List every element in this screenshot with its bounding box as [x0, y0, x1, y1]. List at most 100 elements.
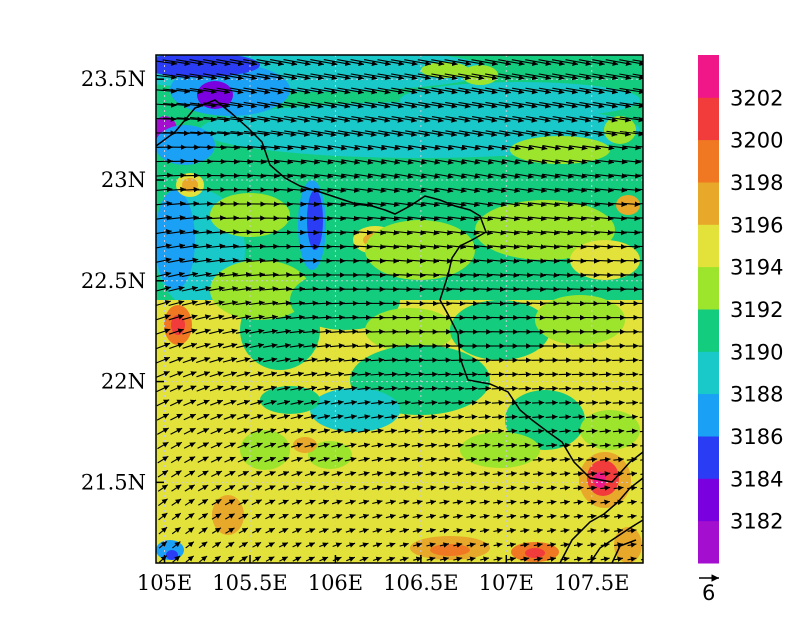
colorbar-label: 3194	[730, 256, 783, 280]
wind-arrow	[626, 442, 638, 449]
wind-arrow	[475, 145, 494, 151]
wind-arrow	[278, 499, 289, 505]
wind-arrow	[341, 144, 361, 151]
wind-arrow	[583, 244, 600, 250]
wind-arrow	[637, 231, 643, 233]
wind-arrow	[557, 272, 573, 278]
contour-patch	[156, 55, 260, 77]
wind-arrow	[316, 371, 331, 377]
contour-patch	[525, 548, 545, 558]
wind-arrow	[230, 131, 257, 137]
wind-arrow	[358, 456, 370, 463]
wind-arrow	[516, 229, 533, 236]
wind-arrow	[552, 73, 578, 81]
wind-arrow	[476, 258, 493, 264]
wind-arrow	[449, 258, 466, 264]
wind-arrow	[570, 258, 587, 264]
wind-arrow	[193, 201, 213, 207]
wind-arrow	[377, 73, 405, 81]
wind-arrow	[586, 471, 597, 477]
wind-arrow	[570, 229, 587, 236]
wind-arrow	[488, 145, 508, 151]
wind-arrow	[412, 499, 423, 505]
wind-arrow	[623, 159, 641, 165]
wind-arrow	[545, 414, 558, 420]
wind-arrow	[479, 485, 490, 491]
wind-arrow	[449, 244, 466, 250]
wind-arrow	[411, 399, 424, 406]
wind-arrow	[436, 230, 453, 236]
wind-arrow	[542, 187, 561, 193]
wind-arrow	[623, 173, 641, 179]
wind-arrow	[209, 357, 224, 363]
wind-arrow	[396, 258, 413, 264]
wind-arrow	[461, 145, 481, 151]
wind-arrow	[411, 442, 424, 449]
wind-arrow	[597, 272, 613, 278]
wind-arrow	[462, 215, 480, 222]
wind-arrow	[370, 399, 384, 406]
wind-arrow	[463, 286, 479, 293]
wind-arrow	[274, 187, 293, 193]
wind-arrow	[570, 286, 586, 293]
wind-arrow	[599, 442, 611, 449]
wind-arrow	[425, 485, 437, 491]
wind-arrow	[331, 471, 343, 477]
wind-arrow	[619, 87, 643, 95]
wind-arrow	[623, 229, 641, 236]
wind-arrow	[196, 371, 211, 378]
wind-arrow	[612, 371, 625, 378]
wind-arrow	[301, 201, 320, 208]
wind-arrow	[384, 428, 397, 434]
wind-arrow	[382, 258, 399, 264]
wind-arrow	[357, 428, 371, 434]
wind-arrow	[518, 400, 531, 406]
wind-arrow	[328, 187, 347, 193]
wind-arrow	[223, 399, 237, 406]
wind-arrow	[304, 471, 316, 477]
wind-arrow	[503, 229, 520, 236]
wind-arrow	[479, 471, 490, 477]
wind-arrow	[337, 101, 364, 109]
wind-arrow	[328, 229, 346, 236]
wind-arrow	[224, 470, 236, 477]
wind-arrow	[371, 485, 383, 491]
wind-arrow	[181, 271, 199, 278]
wind-arrow	[234, 243, 253, 250]
wind-arrow	[209, 385, 224, 392]
wind-arrow	[385, 485, 397, 491]
wind-arrow	[565, 59, 592, 67]
wind-arrow	[395, 173, 414, 179]
wind-arrow	[243, 87, 271, 95]
wind-arrow	[471, 87, 498, 95]
wind-arrow	[599, 428, 611, 434]
wind-arrow	[423, 272, 439, 278]
wind-arrow	[195, 328, 211, 335]
wind-arrow	[532, 442, 544, 449]
wind-arrow	[250, 456, 263, 463]
wind-arrow	[452, 456, 464, 463]
wind-arrow	[223, 371, 237, 377]
wind-arrow	[277, 414, 290, 420]
wind-arrow	[330, 399, 344, 406]
wind-arrow	[597, 244, 614, 250]
wind-arrow	[583, 215, 601, 222]
wind-arrow	[156, 116, 177, 122]
wind-arrow	[314, 187, 333, 193]
wind-arrow	[183, 442, 196, 449]
wind-arrow	[289, 357, 305, 363]
wind-arrow	[397, 371, 411, 378]
wind-arrow	[305, 499, 316, 505]
wind-arrow	[516, 201, 534, 208]
wind-arrow	[304, 456, 317, 463]
wind-arrow	[637, 217, 643, 219]
wind-arrow	[328, 243, 346, 250]
wind-arrow	[329, 314, 345, 321]
wind-arrow	[431, 101, 458, 109]
wind-arrow	[638, 359, 643, 362]
wind-arrow	[355, 201, 373, 208]
wind-arrow	[511, 59, 538, 67]
wind-arrow	[639, 373, 643, 376]
colorbar-swatch	[698, 139, 719, 183]
wind-arrow	[224, 484, 236, 492]
